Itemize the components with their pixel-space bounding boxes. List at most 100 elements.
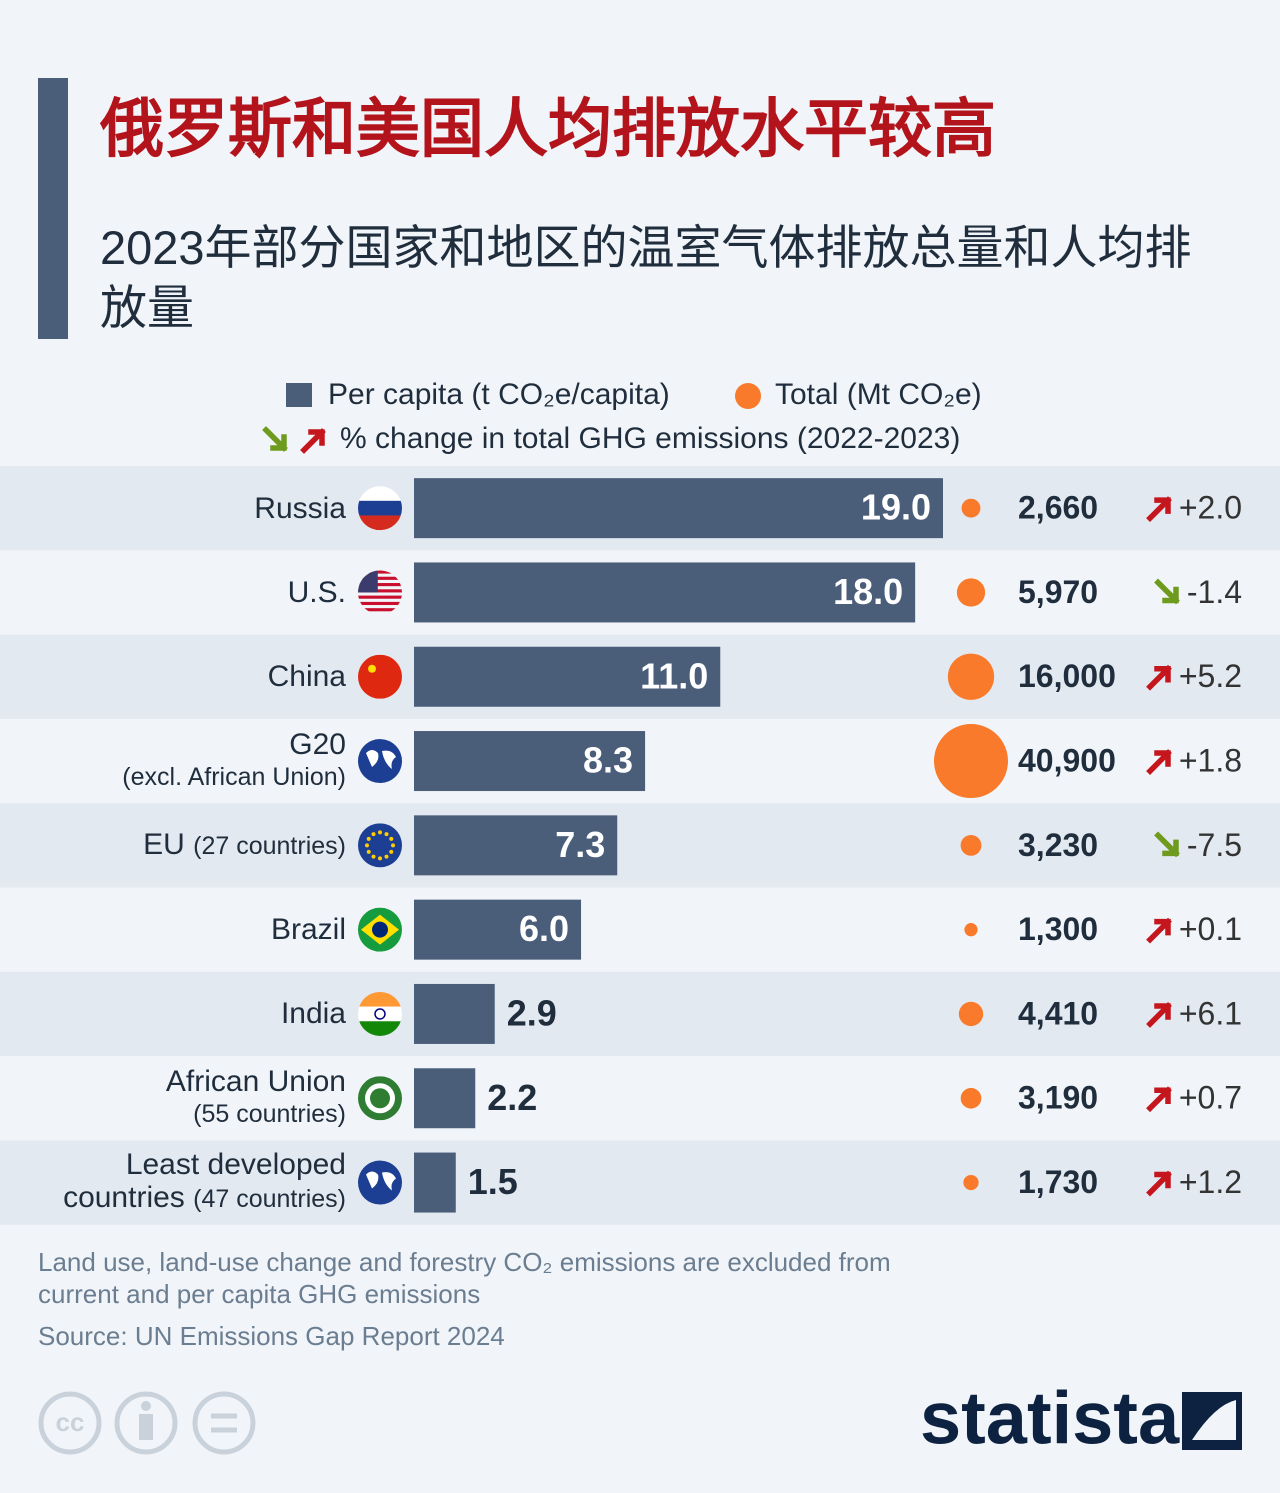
flag	[358, 739, 402, 784]
flag-part	[378, 856, 382, 861]
flag-part	[358, 576, 402, 580]
flag-part	[358, 601, 402, 606]
flag-part	[366, 1171, 396, 1191]
category-label: EU (27 countries)	[16, 803, 346, 887]
flag-part	[372, 921, 388, 938]
category-name: Brazil	[270, 913, 346, 946]
change-arrow	[1154, 578, 1180, 605]
change-label: +2.0	[1179, 490, 1242, 526]
change-label: +1.2	[1179, 1164, 1242, 1200]
change-arrow	[1146, 496, 1172, 523]
bar	[414, 731, 646, 792]
bar	[414, 562, 916, 623]
total-label: 5,970	[1018, 574, 1098, 610]
bar	[414, 646, 721, 707]
accent-bar	[38, 78, 68, 339]
category-name: India	[280, 997, 346, 1031]
change-label: +0.7	[1179, 1080, 1242, 1116]
category-label-line: China	[268, 660, 346, 693]
flag-part	[358, 1021, 402, 1036]
bar	[414, 478, 943, 539]
flag	[358, 570, 402, 612]
category-name: Russia	[254, 491, 346, 525]
flag-part	[358, 823, 402, 868]
category-name: African Union	[165, 1065, 346, 1099]
legend-label: Per capita (t CO₂e/capita)	[328, 378, 670, 411]
flag-part	[358, 500, 402, 516]
change-arrow	[1146, 917, 1172, 944]
flag-part	[389, 849, 394, 854]
bar-label: 11.0	[640, 655, 708, 696]
row-band	[0, 971, 1280, 1057]
category-note: (47 countries)	[193, 1185, 346, 1214]
category-label: G20 (excl. African Union)	[16, 719, 346, 803]
change-label: -7.5	[1187, 827, 1242, 863]
category-label-line: Brazil	[271, 913, 346, 946]
subtitle: 2023年部分国家和地区的温室气体排放总量和人均排放量	[100, 221, 1192, 334]
flag-part	[366, 750, 396, 770]
flag	[358, 654, 402, 699]
total-bubble	[964, 923, 978, 937]
total-bubble	[956, 578, 986, 607]
flag	[358, 1160, 402, 1205]
category-name: Least developed countries	[63, 1148, 346, 1215]
total-bubble	[961, 498, 981, 518]
category-label-line: U.S.	[288, 576, 346, 609]
flag-part	[374, 1008, 386, 1020]
flag	[358, 823, 402, 868]
flag-part	[365, 843, 369, 848]
flag-part	[358, 589, 402, 593]
row-band	[0, 1140, 1280, 1225]
license-icons: cc	[38, 1391, 256, 1455]
total-label: 4,410	[1018, 995, 1098, 1031]
total-bubble	[958, 1001, 984, 1027]
category-label: China	[16, 635, 346, 719]
legend-arrow	[262, 426, 288, 452]
change-label: -1.4	[1187, 574, 1242, 610]
flag-part	[366, 849, 371, 854]
category-label-line: Least developed countries (47 countries)	[16, 1148, 346, 1216]
total-bubble	[934, 724, 1008, 799]
flag-part	[358, 595, 402, 599]
flag-part	[366, 836, 371, 841]
legend-swatch	[735, 383, 761, 409]
flag-part	[358, 1160, 402, 1205]
category-label: India	[16, 972, 346, 1056]
legend-label: % change in total GHG emissions (2022-20…	[340, 422, 960, 455]
category-label: Least developed countries (47 countries)	[16, 1140, 346, 1224]
flag-part	[370, 1088, 390, 1109]
category-label: U.S.	[16, 550, 346, 634]
flag-part	[389, 836, 394, 841]
total-label: 16,000	[1018, 658, 1116, 694]
bar-label: 7.3	[555, 824, 605, 865]
bar	[414, 899, 582, 960]
flag-part	[384, 832, 389, 837]
flag-part	[358, 991, 402, 1007]
flag-part	[358, 1006, 402, 1022]
bar	[414, 1068, 476, 1129]
total-bubble	[960, 1087, 982, 1109]
category-label-line: EU (27 countries)	[143, 828, 346, 863]
bar-label: 1.5	[468, 1161, 518, 1202]
total-label: 3,190	[1018, 1080, 1098, 1116]
total-bubble	[960, 834, 982, 856]
bar-label: 6.0	[519, 908, 569, 949]
legend-label: Total (Mt CO₂e)	[775, 378, 982, 411]
change-label: +5.2	[1179, 658, 1242, 694]
flag-part	[371, 854, 376, 859]
total-bubble	[947, 653, 995, 700]
category-label-line: Russia	[254, 492, 346, 525]
source: Source: UN Emissions Gap Report 2024	[38, 1321, 505, 1351]
flag	[358, 1076, 402, 1121]
flag-part	[358, 739, 402, 784]
category-name: EU	[143, 827, 185, 861]
svg-text:cc: cc	[56, 1407, 85, 1437]
total-label: 40,900	[1018, 743, 1116, 779]
legend-arrow	[300, 428, 326, 454]
change-arrow	[1146, 1002, 1172, 1028]
category-note: (27 countries)	[193, 831, 346, 860]
bar	[414, 815, 618, 876]
brand-mark	[1182, 1392, 1242, 1450]
category-label-line: G20 (excl. African Union)	[122, 728, 346, 794]
